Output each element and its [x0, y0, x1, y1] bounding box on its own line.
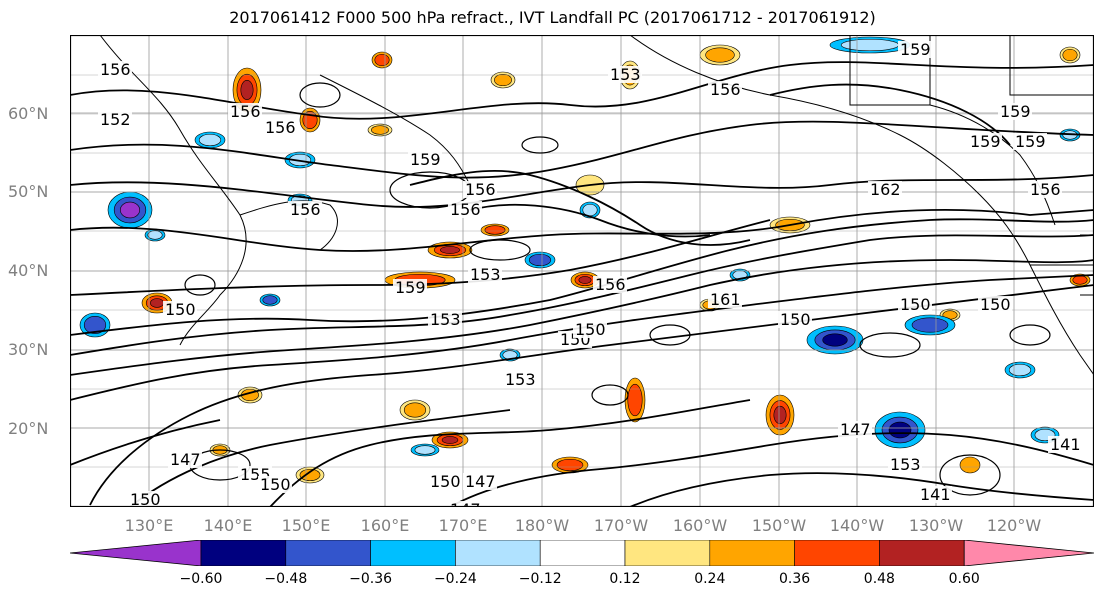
contour-label: 153 — [430, 310, 461, 329]
colorbar-extend-low — [70, 540, 202, 566]
contour-label: 147 — [450, 500, 481, 507]
contour-label: 159 — [900, 40, 931, 59]
colorbar-tick-label: −0.48 — [264, 571, 308, 587]
lon-label: 140°W — [829, 516, 885, 535]
colorbar-segment — [624, 540, 711, 566]
lat-label: 60°N — [8, 104, 49, 123]
contour-label: 156 — [1030, 180, 1061, 199]
contour-label: 150 — [980, 295, 1011, 314]
colorbar-tick-label: −0.24 — [433, 571, 477, 587]
lon-label: 150°E — [281, 516, 331, 535]
contour-label: 150 — [130, 490, 161, 507]
lon-label: 140°E — [203, 516, 253, 535]
contour-label: 156 — [290, 200, 321, 219]
lon-label: 130°E — [124, 516, 174, 535]
lat-label: 40°N — [8, 261, 49, 280]
contour-label: 161 — [710, 290, 741, 309]
lat-label: 30°N — [8, 340, 49, 359]
contour-label: 156 — [100, 60, 131, 79]
contour-label: 150 — [165, 300, 196, 319]
contour-label: 150 — [780, 310, 811, 329]
contour-label: 141 — [920, 485, 951, 504]
contour-label: 156 — [465, 180, 496, 199]
contour-label: 147 — [840, 420, 871, 439]
contour-label: 152 — [100, 110, 131, 129]
colorbar-segment — [879, 540, 965, 566]
colorbar-segment — [709, 540, 795, 566]
contour-label: 141 — [1050, 435, 1081, 454]
contour-label: 147 — [465, 472, 496, 491]
contour-label: 159 — [1000, 102, 1031, 121]
contour-label: 153 — [890, 455, 921, 474]
contour-label: 150 — [430, 472, 461, 491]
colorbar-tick-label: −0.36 — [349, 571, 393, 587]
contour-label: 156 — [595, 275, 626, 294]
colorbar — [70, 540, 1094, 566]
contour-label: 150 — [900, 295, 931, 314]
contour-label: 159 — [395, 278, 426, 297]
colorbar-tick-label: 0.60 — [948, 571, 980, 587]
colorbar-segment — [370, 540, 456, 566]
contour-label: 153 — [470, 265, 501, 284]
contour-label: 156 — [265, 118, 296, 137]
contour-label: 156 — [230, 102, 261, 121]
lon-label: 130°W — [908, 516, 964, 535]
colorbar-tick-label: −0.60 — [179, 571, 223, 587]
lat-label: 50°N — [8, 182, 49, 201]
contour-label: 159 — [410, 150, 441, 169]
contour-label: 162 — [870, 180, 901, 199]
lon-label: 120°W — [986, 516, 1042, 535]
lon-label: 160°E — [360, 516, 410, 535]
contour-label: 153 — [505, 370, 536, 389]
colorbar-segment — [455, 540, 541, 566]
contour-label: 153 — [610, 65, 641, 84]
lon-label: 180°W — [514, 516, 570, 535]
colorbar-tick-label: 0.24 — [694, 571, 726, 587]
lon-label: 170°E — [438, 516, 488, 535]
lon-label: 170°W — [593, 516, 649, 535]
colorbar-tick-label: 0.36 — [779, 571, 811, 587]
lon-label: 150°W — [751, 516, 807, 535]
contour-label: 150 — [575, 320, 606, 339]
colorbar-tick-label: 0.48 — [863, 571, 895, 587]
contour-label: 150 — [260, 475, 291, 494]
lat-label: 20°N — [8, 419, 49, 438]
contour-label: 159 — [1015, 132, 1046, 151]
colorbar-extend-high — [963, 540, 1094, 566]
colorbar-segment — [794, 540, 880, 566]
colorbar-segment — [285, 540, 371, 566]
colorbar-segment — [200, 540, 287, 566]
contour-label: 156 — [710, 80, 741, 99]
contour-label: 159 — [970, 132, 1001, 151]
contour-label: 156 — [450, 200, 481, 219]
colorbar-tick-label: 0.12 — [609, 571, 641, 587]
colorbar-segment — [539, 540, 626, 566]
lon-label: 160°W — [672, 516, 728, 535]
map-title: 2017061412 F000 500 hPa refract., IVT La… — [229, 8, 876, 27]
colorbar-tick-label: −0.12 — [518, 571, 562, 587]
contour-label: 147 — [170, 450, 201, 469]
